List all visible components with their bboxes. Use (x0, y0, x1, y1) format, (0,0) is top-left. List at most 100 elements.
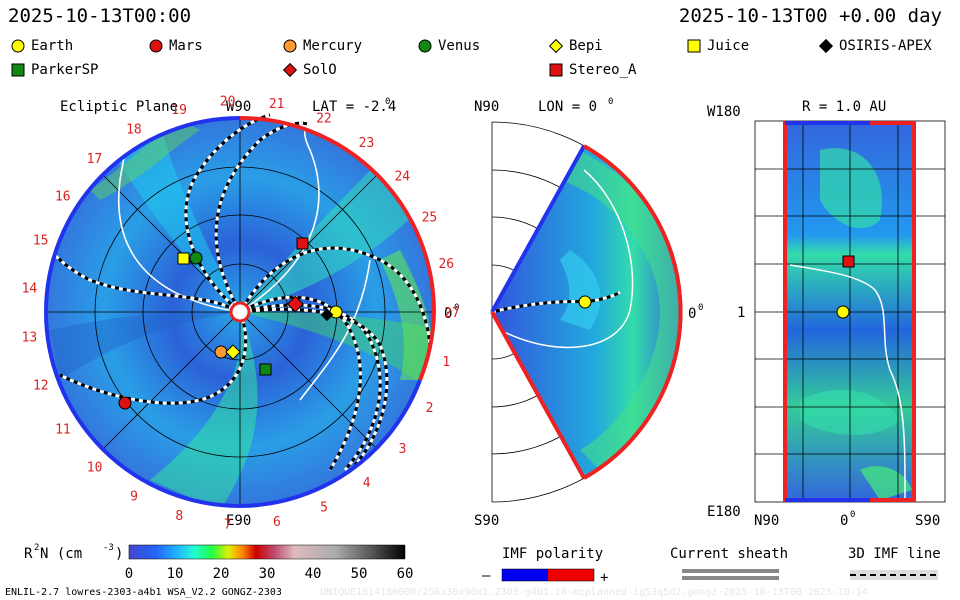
lat-degree: 0 (385, 97, 390, 107)
carrington-label: 22 (316, 111, 332, 126)
colorbar-tick: 50 (351, 566, 368, 582)
legend-diamond-icon (818, 38, 834, 54)
legend-square-icon (11, 63, 25, 77)
legend-label: ParkerSP (31, 62, 99, 78)
current-sheath-legend: Current sheath (670, 546, 788, 580)
e180-label: E180 (707, 504, 741, 520)
carrington-label: 14 (22, 282, 38, 297)
carrington-label: 13 (22, 331, 38, 346)
elapsed-title: 2025-10-13T00 +0.00 day (678, 5, 942, 27)
legend-diamond-icon (548, 38, 564, 54)
sun-marker (229, 301, 251, 323)
earth-marker-meridional (578, 295, 592, 309)
carrington-label: 21 (269, 97, 285, 112)
legend-bepi: Bepi (548, 38, 603, 54)
colorbar-unit-sup: -3 (103, 543, 114, 553)
mars-marker (118, 396, 132, 410)
w90-label: W90 (226, 99, 251, 115)
carrington-label: 1 (442, 355, 450, 370)
carrington-label: 26 (438, 257, 454, 272)
zero-deg-sup-meridional: 0 (698, 303, 703, 313)
legend-label: OSIRIS-APEX (839, 38, 932, 54)
imf-minus: – (482, 568, 491, 584)
imf-polarity-legend: IMF polarity – + (482, 546, 608, 586)
carrington-label: 23 (359, 136, 375, 151)
venus-marker (189, 251, 203, 265)
carrington-label: 6 (273, 515, 281, 530)
zero-deg-sup: 0 (454, 303, 459, 313)
carrington-label: 3 (399, 442, 407, 457)
legend-mercury: Mercury (282, 38, 362, 54)
zero-sup-shell: 0 (850, 510, 855, 520)
bepi-marker (225, 344, 241, 360)
mercury-marker (214, 345, 228, 359)
legend-label: Mars (169, 38, 203, 54)
parkersp-marker (259, 363, 272, 376)
zero-deg-label: 0 (444, 306, 452, 322)
colorbar-label-end: ) (115, 546, 123, 562)
colorbar-tick: 30 (259, 566, 276, 582)
legend-label: Bepi (569, 38, 603, 54)
n90-label-shell: N90 (754, 513, 779, 529)
carrington-label: 11 (55, 423, 71, 438)
s90-label-meridional: S90 (474, 513, 499, 529)
legend-circle-icon (149, 39, 163, 53)
carrington-label: 5 (320, 501, 328, 516)
carrington-label: 17 (87, 152, 103, 167)
legend-venus: Venus (417, 38, 480, 54)
carrington-label: 27 (444, 306, 460, 321)
one-label: 1 (737, 305, 745, 321)
colorbar-tick: 10 (167, 566, 184, 582)
footer-run-id: UNIQUE1014180000/256x30x90x1.2303-g4b1.1… (320, 587, 868, 598)
carrington-label: 19 (171, 103, 187, 118)
meridional-panel: N90 LON = 0 0 S90 0 0 (474, 97, 703, 529)
radial-shell-panel: R = 1.0 AU W180 E180 1 N90 0 0 S90 (707, 99, 946, 529)
e90-label: E90 (226, 513, 251, 529)
carrington-label: 9 (130, 490, 138, 505)
legend-solo: SolO (282, 62, 337, 78)
imf-plus: + (600, 570, 608, 586)
imf-line-legend: 3D IMF line (848, 546, 941, 580)
legend-label: Mercury (303, 38, 363, 54)
legend-circle-icon (283, 39, 297, 53)
solo-marker (286, 295, 304, 313)
imf-line-title: 3D IMF line (848, 546, 941, 562)
colorbar-label-r: R (24, 546, 33, 562)
colorbar-tick: 60 (397, 566, 414, 582)
lat-label: LAT = -2.4 (312, 99, 396, 115)
datetime-title: 2025-10-13T00:00 (8, 5, 192, 27)
zero-deg-label-meridional: 0 (688, 306, 696, 322)
colorbar-label-mid: N (cm (40, 546, 82, 562)
lon-label: LON = 0 (538, 99, 597, 115)
legend-diamond-icon (282, 62, 298, 78)
imf-polarity-title: IMF polarity (502, 546, 603, 562)
carrington-label: 4 (363, 476, 371, 491)
legend-label: SolO (303, 62, 337, 78)
w180-label: W180 (707, 104, 741, 120)
legend-mars: Mars (148, 38, 203, 54)
lon-degree: 0 (608, 97, 613, 107)
legend-circle-icon (418, 39, 432, 53)
n90-label-meridional: N90 (474, 99, 499, 115)
legend-parkersp: ParkerSP (10, 62, 98, 78)
juice-marker (177, 252, 190, 265)
legend-label: Juice (707, 38, 750, 54)
legend-square-icon (687, 39, 701, 53)
ecliptic-plane-panel: Ecliptic Plane W90 LAT = -2.4 0 E90 0 0 … (22, 94, 460, 532)
legend-stereo-a: Stereo_A (548, 62, 636, 78)
colorbar-tick: 40 (305, 566, 322, 582)
carrington-label: 2 (426, 401, 434, 416)
ecliptic-plane-title: Ecliptic Plane (60, 99, 178, 115)
stereo-a-marker (296, 237, 309, 250)
carrington-label: 12 (33, 379, 49, 394)
shell-title: R = 1.0 AU (802, 99, 886, 115)
legend-earth: Earth (10, 38, 73, 54)
legend-square-icon (549, 63, 563, 77)
legend-osiris-apex: OSIRIS-APEX (818, 38, 932, 54)
colorbar-label-sup: 2 (34, 543, 39, 553)
carrington-label: 10 (87, 460, 103, 475)
carrington-label: 16 (55, 190, 71, 205)
footer-model-info: ENLIL-2.7 lowres-2303-a4b1 WSA_V2.2 GONG… (5, 587, 282, 598)
